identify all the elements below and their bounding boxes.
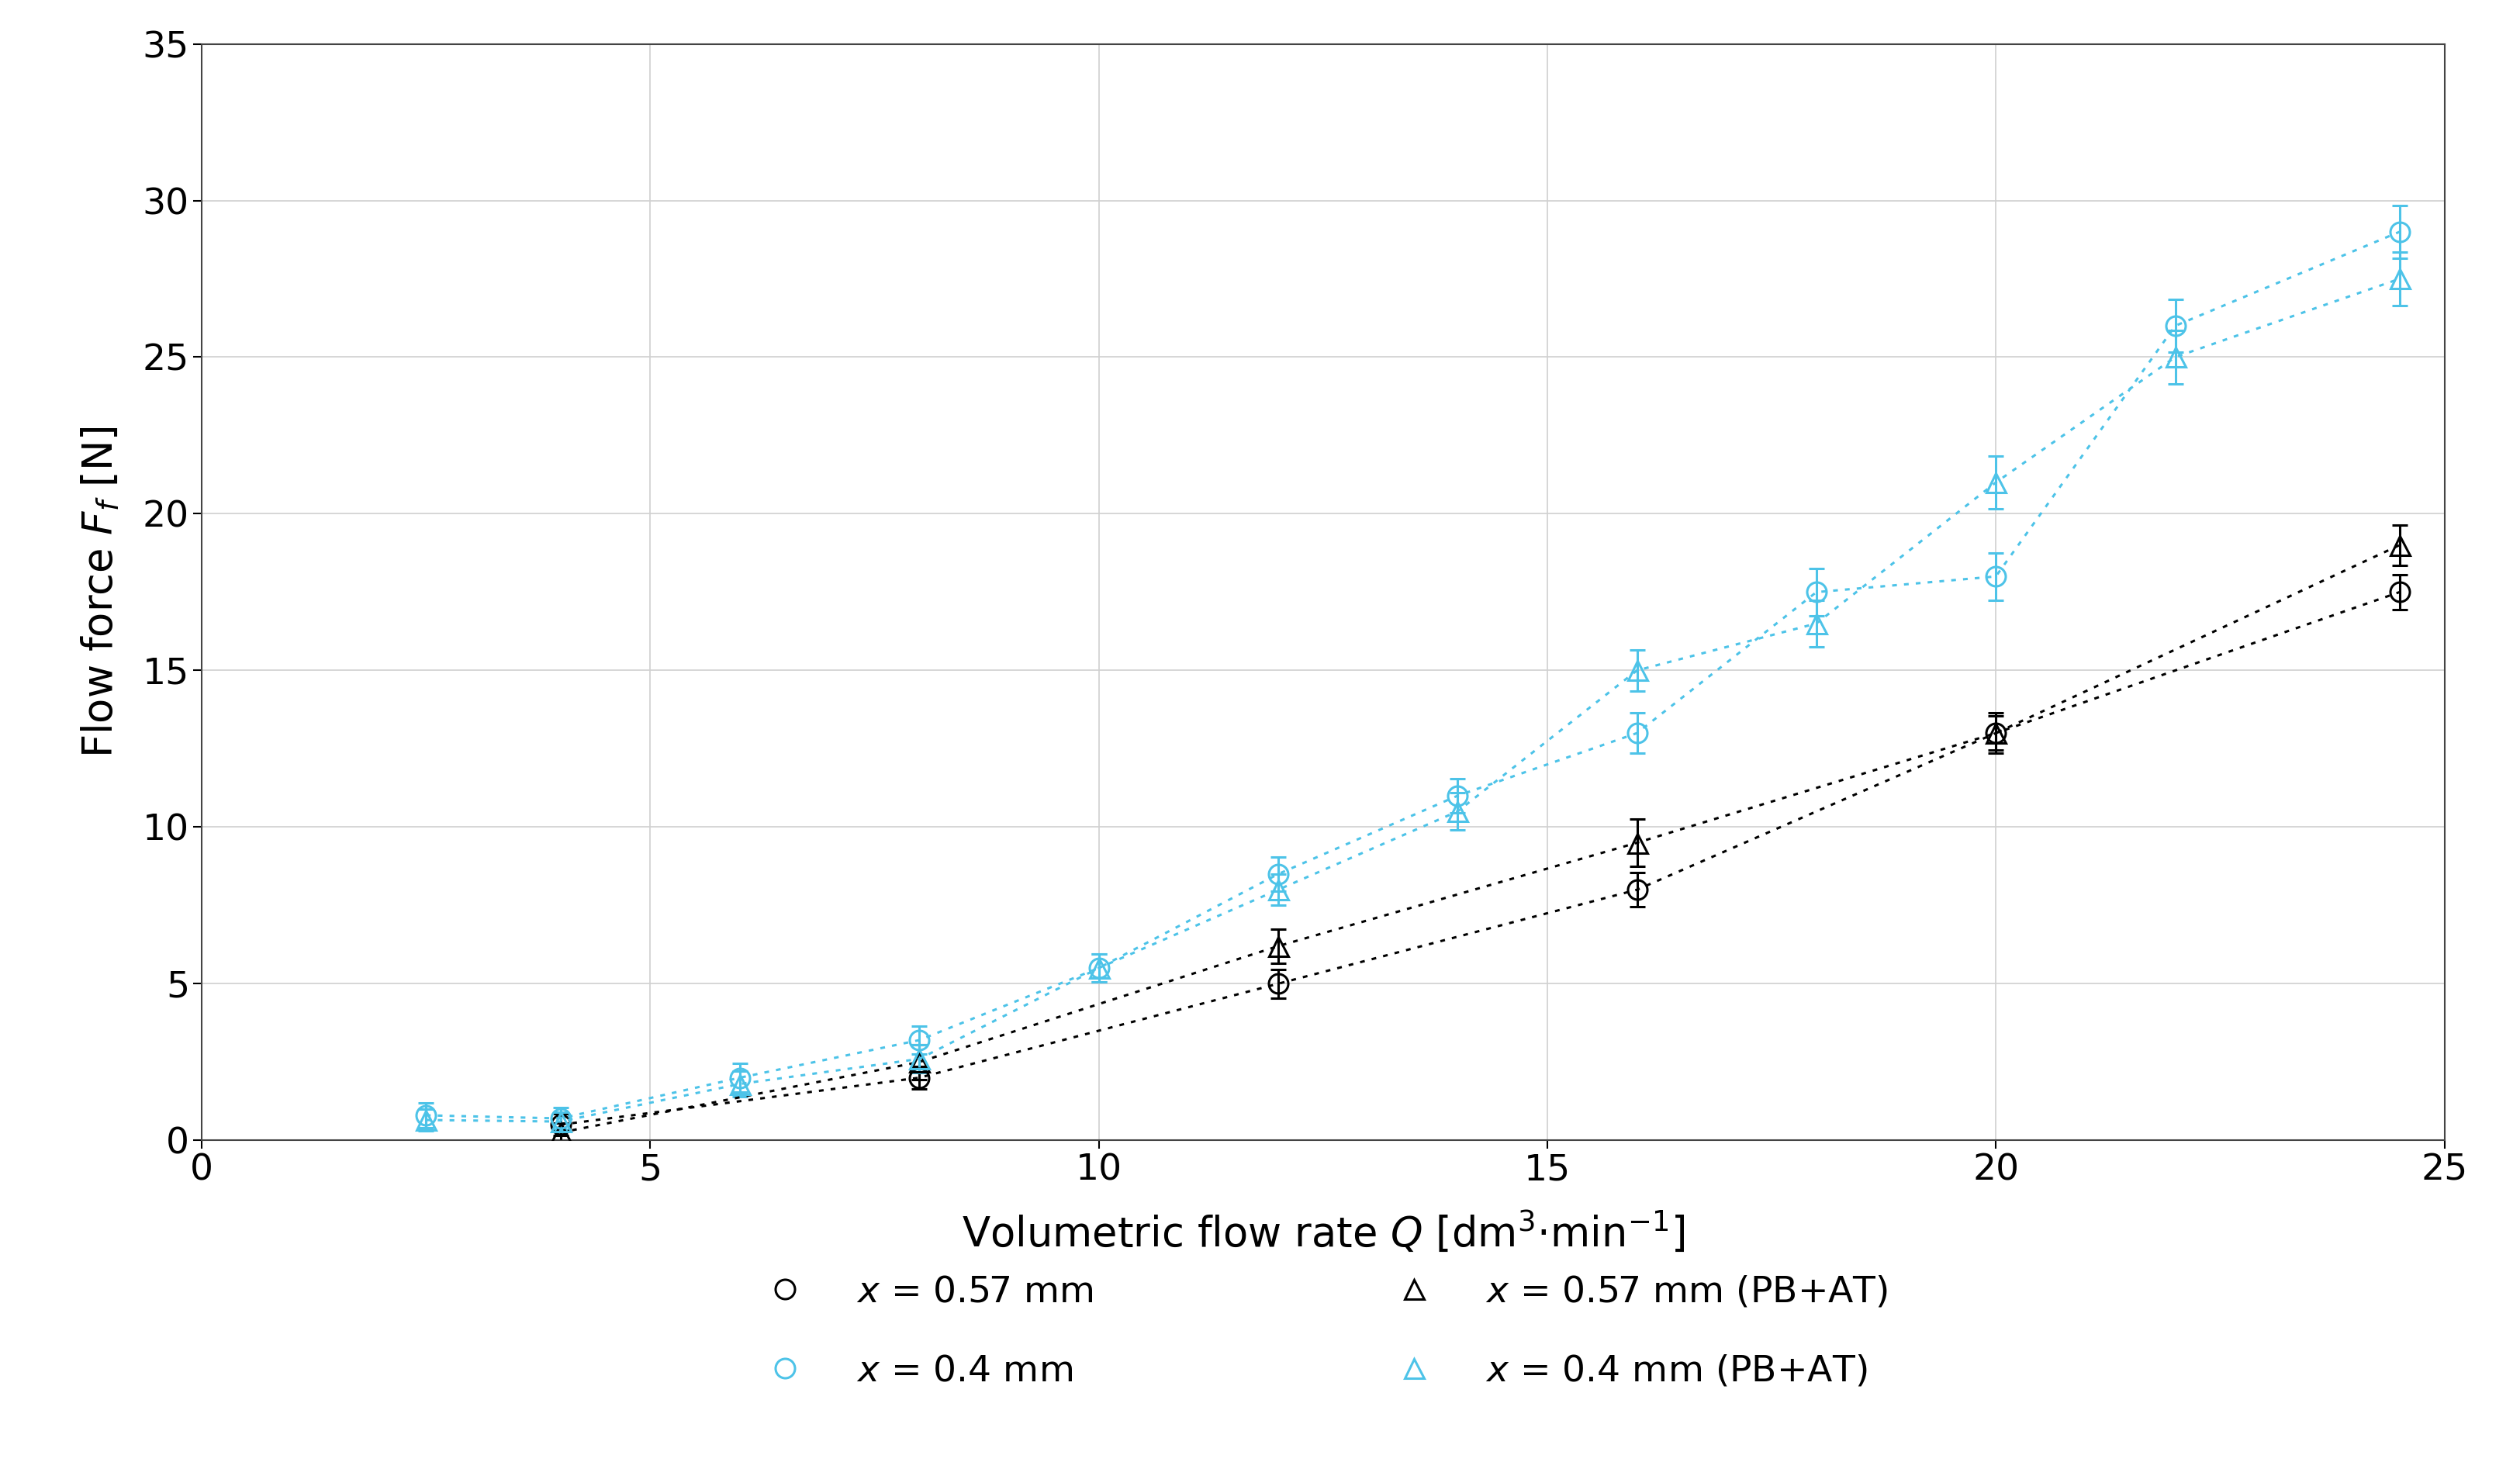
Y-axis label: Flow force $F_f$ [N]: Flow force $F_f$ [N] [81,427,121,757]
X-axis label: Volumetric flow rate $Q$ [dm$^3$·min$^{-1}$]: Volumetric flow rate $Q$ [dm$^3$·min$^{-… [963,1209,1683,1254]
Legend: $x$ = 0.57 mm, $x$ = 0.4 mm, $x$ = 0.57 mm (PB+AT), $x$ = 0.4 mm (PB+AT): $x$ = 0.57 mm, $x$ = 0.4 mm, $x$ = 0.57 … [738,1257,1908,1406]
